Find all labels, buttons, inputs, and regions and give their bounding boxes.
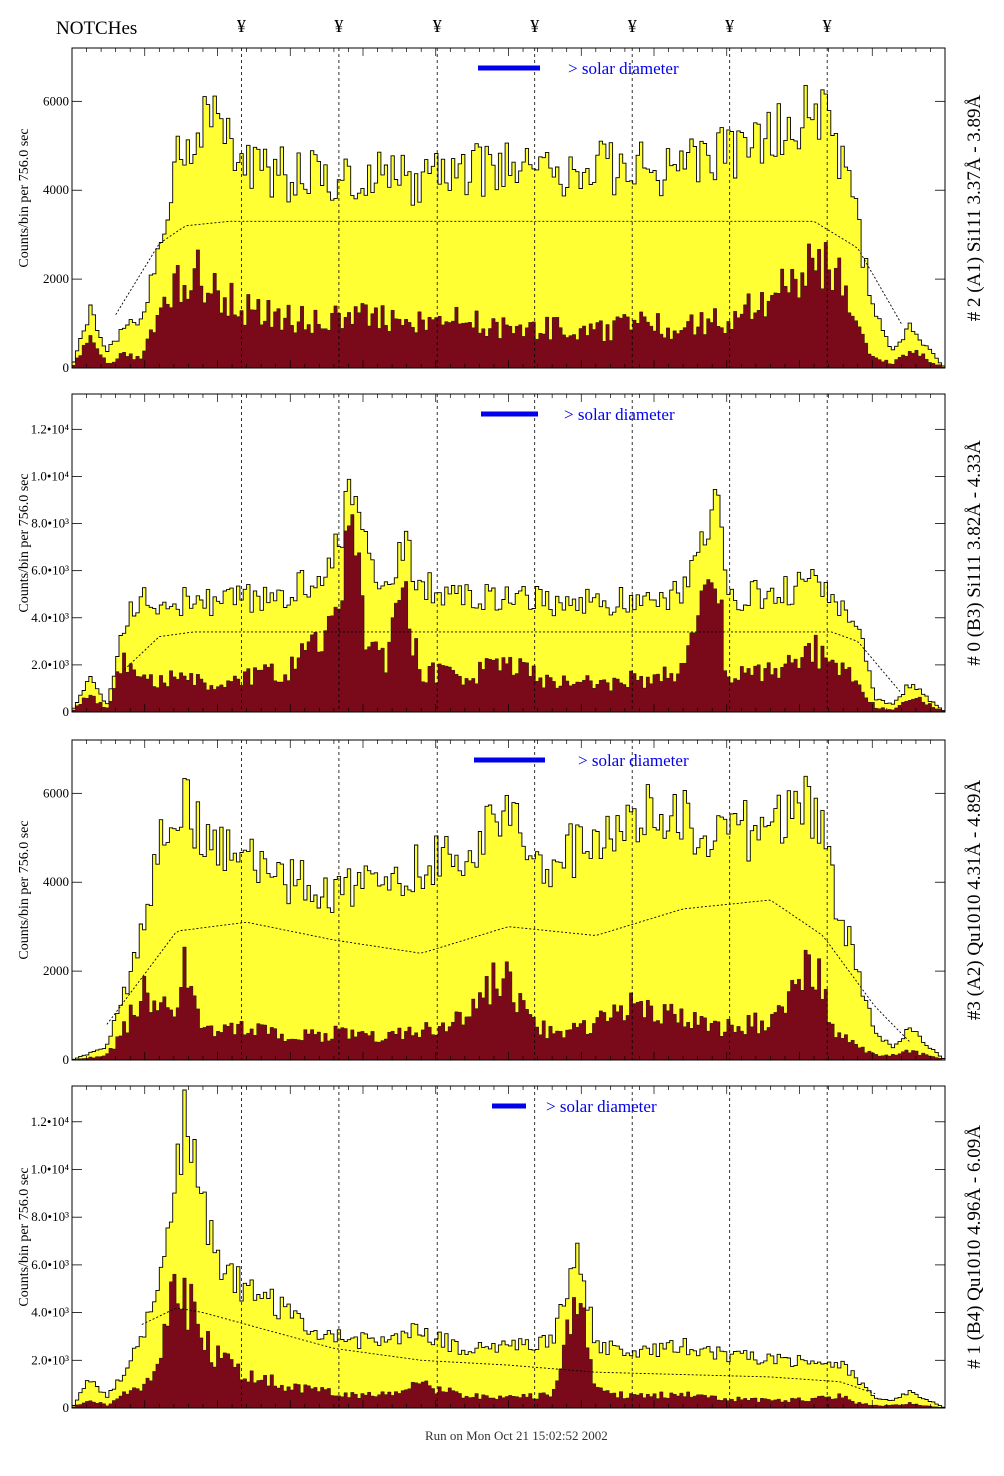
run-timestamp: Run on Mon Oct 21 15:02:52 2002: [425, 1428, 608, 1443]
notch-marker: ¥: [822, 16, 832, 36]
model-curve: [115, 220, 902, 324]
y-tick-label: 8.0•10³: [31, 1209, 69, 1224]
y-tick-label: 2.0•10³: [31, 657, 69, 672]
y-tick-label: 2000: [43, 271, 69, 286]
y-tick-label: 8.0•10³: [31, 516, 69, 531]
panel-title: # 1 (B4) Qu1010 4.96Å - 6.09Å: [964, 1125, 985, 1369]
source-counts-histogram: [71, 1274, 946, 1409]
source-counts-histogram: [71, 946, 946, 1061]
notch-marker: ¥: [432, 16, 442, 36]
y-tick-label: 0: [63, 704, 70, 719]
panel-title: #3 (A2) Qu1010 4.31Å - 4.89Å: [964, 780, 985, 1020]
y-tick-label: 2.0•10³: [31, 1352, 69, 1367]
y-tick-label: 4000: [43, 874, 69, 889]
source-counts-histogram: [71, 242, 946, 369]
y-tick-label: 0: [63, 360, 70, 375]
notch-marker: ¥: [725, 16, 735, 36]
panel-title: # 2 (A1) Si111 3.37Å - 3.89Å: [964, 94, 985, 321]
model-curve: [106, 899, 911, 1043]
panel-3: 0 2.0•10³ 4.0•10³ 6.0•10³ 8.0•10³ 1.0•10⁴ 1.2•…: [17, 1085, 985, 1415]
source-counts-histogram: [71, 514, 946, 713]
y-tick-label: 6.0•10³: [31, 563, 69, 578]
total-counts-histogram: [71, 84, 946, 369]
total-counts-histogram: [71, 775, 946, 1061]
legend-label: > solar diameter: [546, 1097, 657, 1116]
y-tick-label: 4.0•10³: [31, 610, 69, 625]
legend-label: > solar diameter: [564, 405, 675, 424]
y-tick-label: 1.2•10⁴: [31, 421, 70, 436]
y-tick-label: 1.2•10⁴: [31, 1114, 70, 1129]
y-tick-label: 4.0•10³: [31, 1305, 69, 1320]
y-tick-label: 0: [63, 1400, 70, 1415]
notch-marker: ¥: [236, 16, 246, 36]
y-axis-label: Counts/bin per 756.0 sec: [17, 1167, 32, 1306]
total-counts-histogram: [71, 478, 946, 713]
y-tick-label: 1.0•10⁴: [31, 1161, 70, 1176]
y-tick-label: 4000: [43, 182, 69, 197]
panel-0: 0 2000 4000 6000 Counts/bin per 756.0 sec # 2…: [17, 47, 985, 375]
y-tick-label: 6000: [43, 785, 69, 800]
notches-title: NOTCHes: [56, 18, 138, 39]
y-axis-label: Counts/bin per 756.0 sec: [17, 128, 32, 267]
y-tick-label: 1.0•10⁴: [31, 468, 70, 483]
y-tick-label: 0: [63, 1052, 70, 1067]
legend-label: > solar diameter: [568, 59, 679, 78]
panel-1: 0 2.0•10³ 4.0•10³ 6.0•10³ 8.0•10³ 1.0•10⁴ 1.2•…: [17, 393, 985, 719]
y-tick-label: 6.0•10³: [31, 1257, 69, 1272]
y-tick-label: 6000: [43, 93, 69, 108]
notch-marker: ¥: [627, 16, 637, 36]
y-tick-label: 2000: [43, 963, 69, 978]
legend-label: > solar diameter: [578, 751, 689, 770]
model-curve: [141, 1307, 876, 1395]
panel-2: 0 2000 4000 6000 Counts/bin per 756.0 sec #3 …: [17, 739, 985, 1067]
panel-title: # 0 (B3) Si111 3.82Å - 4.33Å: [964, 440, 985, 666]
total-counts-histogram: [71, 1089, 946, 1409]
y-axis-label: Counts/bin per 756.0 sec: [17, 473, 32, 612]
notch-marker: ¥: [530, 16, 540, 36]
model-curve: [124, 631, 902, 694]
y-axis-label: Counts/bin per 756.0 sec: [17, 820, 32, 959]
notch-marker: ¥: [334, 16, 344, 36]
